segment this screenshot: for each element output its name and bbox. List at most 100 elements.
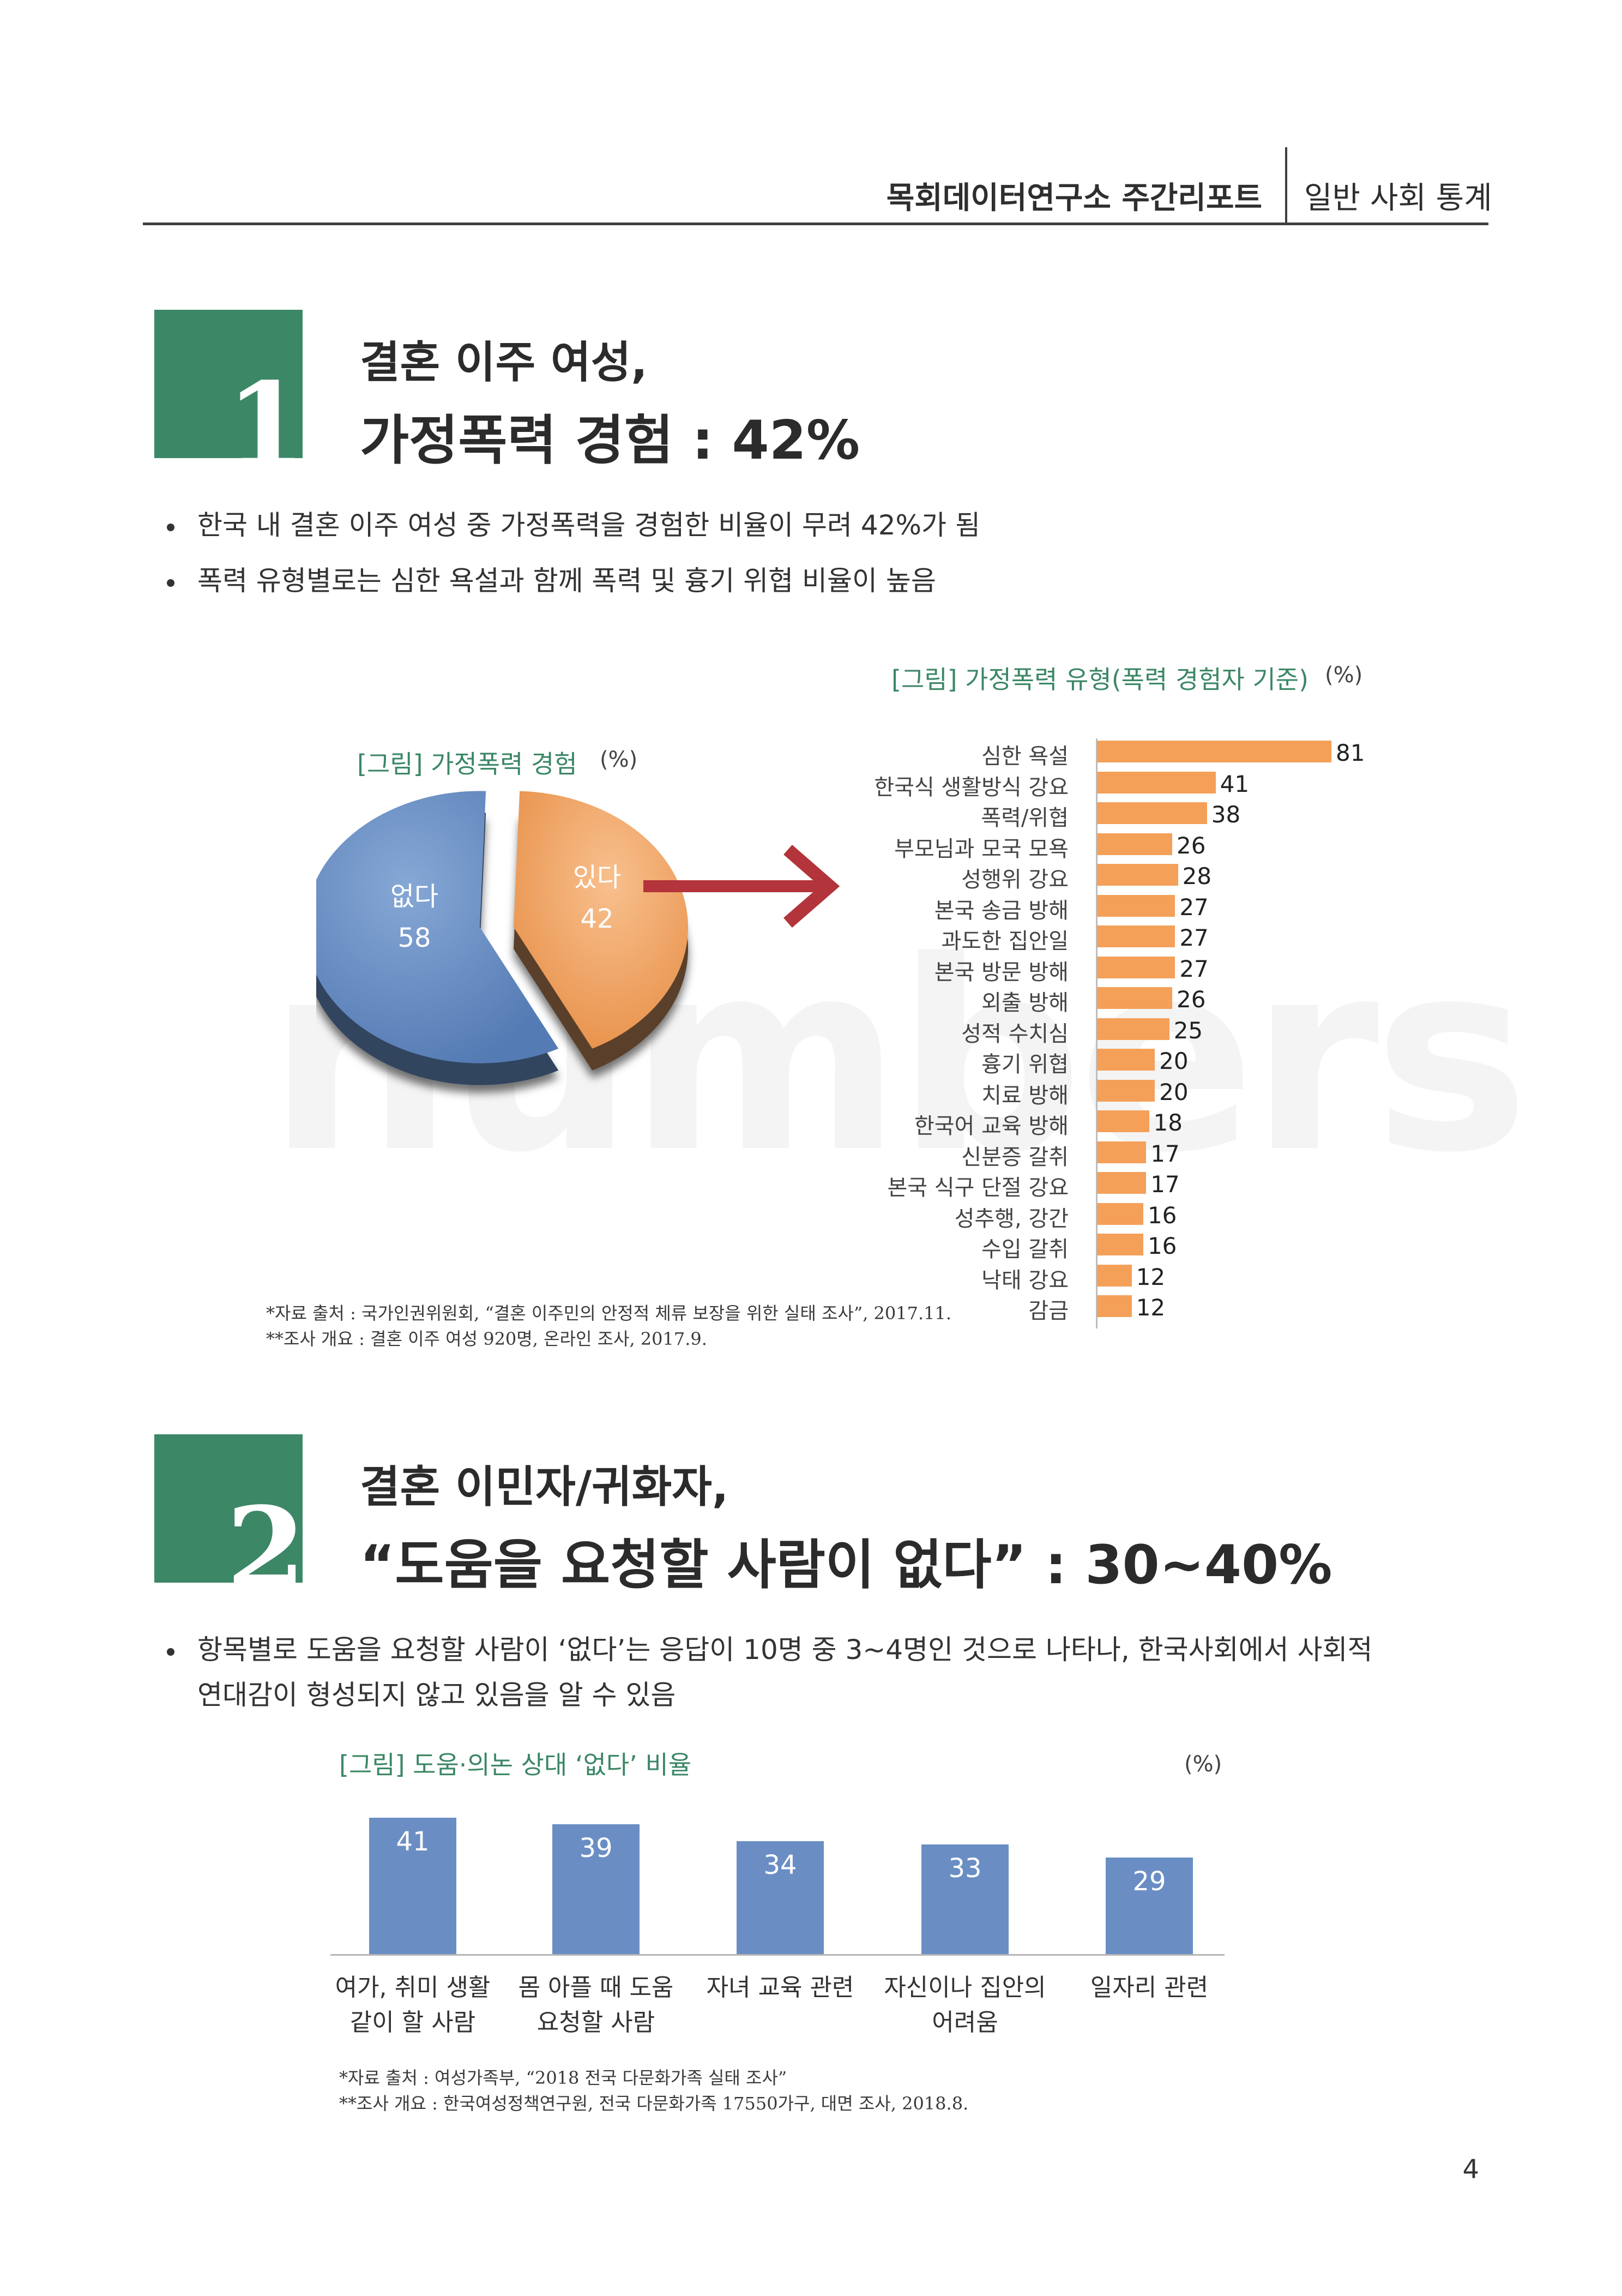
hbar-bar [1097, 802, 1207, 824]
vbar-bar [369, 1818, 456, 1954]
hbar-value-label: 26 [1177, 832, 1206, 859]
vbar-bar [552, 1824, 640, 1954]
hbar-bar [1097, 1141, 1147, 1163]
pie-slice-value: 42 [580, 904, 613, 934]
header-separator [1285, 147, 1287, 225]
hbar-bar [1097, 741, 1331, 762]
pie-slice-value: 58 [397, 923, 431, 953]
hbar-category-label: 신분증 갈취 [961, 1144, 1069, 1170]
hbar-category-label: 심한 욕설 [981, 744, 1069, 769]
section1-bullet-1: 한국 내 결혼 이주 여성 중 가정폭력을 경험한 비율이 무려 42%가 됨 [197, 509, 980, 541]
vbar-category-line: 여가, 취미 생활 [335, 1974, 491, 2002]
section2-number: 2 [226, 1482, 306, 1616]
section2-bullet-line2: 연대감이 형성되지 않고 있음을 알 수 있음 [197, 1679, 676, 1711]
hbar-value-label: 12 [1136, 1294, 1166, 1321]
report-category: 일반 사회 통계 [1304, 181, 1492, 216]
hbar-bar [1097, 1172, 1147, 1194]
section1-source-note: *자료 출처 : 국가인권위원회, “결혼 이주민의 안정적 체류 보장을 위한… [266, 1303, 952, 1324]
section2-title-line1: 결혼 이민자/귀화자, [360, 1462, 729, 1512]
vbar-category-label: 자녀 교육 관련 [688, 1970, 873, 2005]
hbar-category-label: 한국식 생활방식 강요 [874, 774, 1069, 800]
hbar-bar [1097, 1264, 1132, 1287]
hbar-value-label: 16 [1147, 1201, 1177, 1229]
hbar-bar [1097, 1203, 1143, 1225]
section1-number: 1 [226, 357, 306, 492]
hbar-category-label: 본국 식구 단절 강요 [887, 1175, 1069, 1200]
section1-title-line2: 가정폭력 경험 : 42% [360, 410, 860, 472]
vbar-value-label: 29 [1132, 1866, 1166, 1897]
hbar-category-label: 부모님과 모국 모욕 [894, 836, 1069, 862]
vbar-chart-title: [그림] 도움·의논 상대 ‘없다’ 비율 [339, 1750, 692, 1780]
hbar-category-label: 감금 [1028, 1299, 1069, 1324]
hbar-value-label: 28 [1182, 863, 1212, 889]
hbar-bar [1097, 956, 1175, 978]
header-rule [143, 223, 1488, 225]
vbar-bar [737, 1841, 824, 1954]
hbar-category-label: 수입 갈취 [981, 1237, 1069, 1262]
hbar-value-label: 41 [1220, 770, 1250, 797]
pie-chart: 없다 58 있다 42 [316, 791, 840, 1085]
vbar-category-label: 자신이나 집안의 어려움 [872, 1970, 1058, 2040]
hbar-bar [1097, 864, 1178, 886]
hbar-category-label: 흉기 위협 [981, 1052, 1069, 1077]
hbar-value-label: 17 [1150, 1140, 1180, 1167]
hbar-bar [1097, 1079, 1155, 1102]
section2-bullet-line1: 항목별로 도움을 요청할 사람이 ‘없다’는 응답이 10명 중 3~4명인 것… [197, 1634, 1373, 1666]
hbar-value-label: 16 [1147, 1233, 1177, 1259]
pie-to-bar-arrow [643, 844, 840, 928]
section1-survey-note: **조사 개요 : 결혼 이주 여성 920명, 온라인 조사, 2017.9. [266, 1329, 707, 1349]
pie-slice-yes [514, 791, 688, 1049]
hbar-value-label: 18 [1153, 1109, 1183, 1136]
hbar-category-label: 성행위 강요 [961, 867, 1069, 892]
hbar-category-label: 본국 송금 방해 [934, 898, 1069, 923]
hbar-chart: 심한 욕설 81 한국식 생활방식 강요 41 폭력/위협 38 부모님과 모국 모욕 26 성… [874, 738, 1365, 1329]
report-name: 목회데이터연구소 주간리포트 [886, 181, 1262, 216]
hbar-bar [1097, 925, 1175, 947]
pie-slice-label: 없다 [390, 881, 438, 912]
page-number: 4 [1462, 2154, 1479, 2185]
hbar-category-label: 외출 방해 [981, 990, 1069, 1015]
section2-source-note: *자료 출처 : 여성가족부, “2018 전국 다문화가족 실태 조사” [339, 2067, 787, 2088]
vbar-category-line: 자신이나 집안의 [884, 1974, 1046, 2002]
hbar-bar [1097, 1018, 1169, 1040]
hbar-value-label: 26 [1177, 986, 1206, 1013]
section1-number-box: 1 [154, 310, 306, 482]
section2-survey-note: **조사 개요 : 한국여성정책연구원, 전국 다문화가족 17550가구, 대… [339, 2093, 969, 2114]
vbar-value-label: 33 [948, 1853, 982, 1884]
vbar-category-line: 요청할 사람 [536, 2008, 655, 2036]
hbar-bar [1097, 1110, 1149, 1132]
hbar-category-label: 한국어 교육 방해 [914, 1114, 1069, 1139]
vbar-chart: 41 여가, 취미 생활 같이 할 사람 39 몸 아플 때 도움 요청할 사람 34 자녀 … [320, 1818, 1225, 2040]
hbar-axis [1096, 738, 1098, 1329]
vbar-category-line: 일자리 관련 [1090, 1974, 1209, 2002]
pie-slice-label: 있다 [573, 862, 621, 893]
hbar-category-label: 성적 수치심 [961, 1021, 1069, 1047]
hbar-bar [1097, 771, 1216, 794]
vbar-bar [921, 1844, 1009, 1954]
hbar-category-label: 성추행, 강간 [954, 1206, 1069, 1231]
vbar-category-line: 자녀 교육 관련 [706, 1974, 854, 2002]
vbar-category-line: 몸 아플 때 도움 [518, 1974, 674, 2002]
hbar-value-label: 20 [1159, 1078, 1189, 1105]
hbar-value-label: 38 [1211, 801, 1241, 828]
section1-bullet-2: 폭력 유형별로는 심한 욕설과 함께 폭력 및 흉기 위협 비율이 높음 [197, 565, 936, 597]
hbar-value-label: 25 [1173, 1017, 1203, 1044]
vbar-value-label: 39 [579, 1833, 613, 1864]
hbar-chart-title: [그림] 가정폭력 유형(폭력 경험자 기준) [891, 665, 1309, 694]
bullet-dot [167, 1648, 174, 1656]
vbar-value-label: 41 [396, 1826, 430, 1857]
hbar-bar [1097, 894, 1175, 917]
vbar-axis [330, 1954, 1225, 1956]
vbar-chart-unit: (%) [1184, 1752, 1222, 1777]
bullet-dot [167, 579, 174, 587]
vbar-category-line: 같이 할 사람 [349, 2008, 476, 2036]
hbar-value-label: 27 [1179, 893, 1209, 921]
section2-number-box: 2 [154, 1434, 306, 1607]
hbar-category-label: 낙태 강요 [981, 1267, 1069, 1293]
section2-title-line2: “도움을 요청할 사람이 없다” : 30~40% [360, 1534, 1332, 1596]
hbar-category-label: 폭력/위협 [981, 806, 1069, 831]
hbar-chart-unit: (%) [1325, 663, 1363, 688]
hbar-bar [1097, 833, 1173, 855]
hbar-bar [1097, 987, 1173, 1009]
